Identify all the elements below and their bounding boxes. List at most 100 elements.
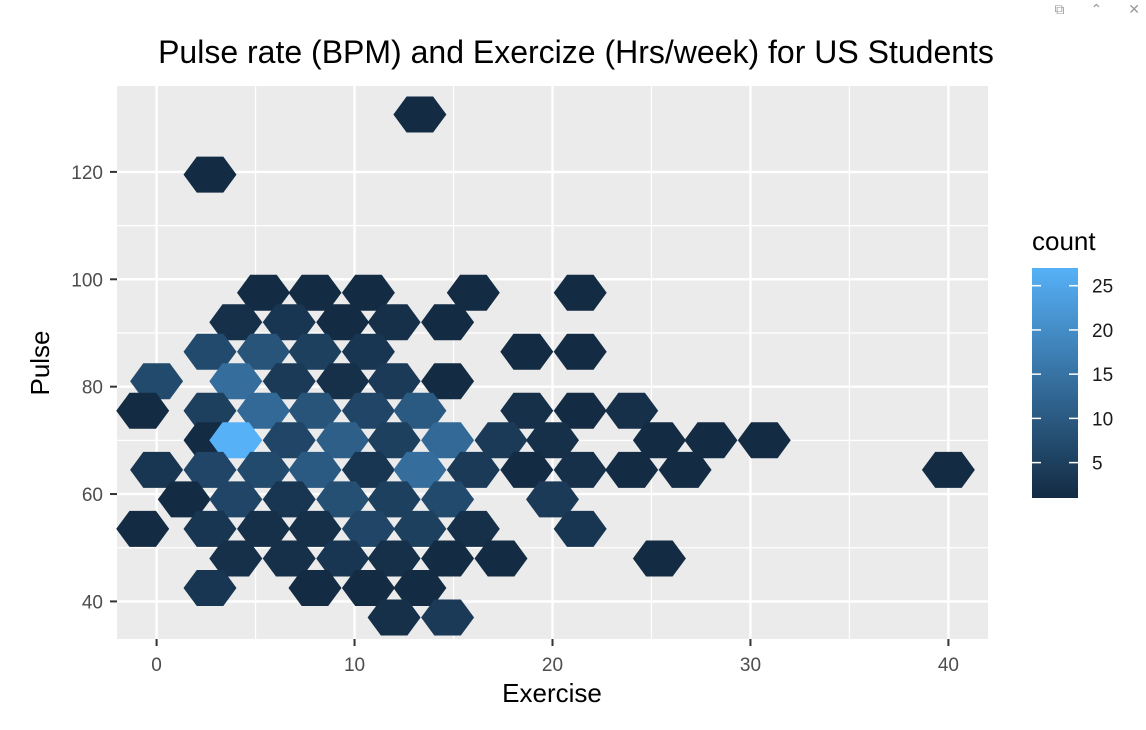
hex-bin [209, 422, 263, 459]
hex-bin [183, 333, 237, 370]
hex-bin [421, 363, 475, 400]
hex-bin [341, 333, 395, 370]
x-tick-label: 20 [542, 655, 563, 676]
hex-bin [183, 570, 237, 606]
hex-bin [632, 422, 686, 459]
hex-bin [183, 451, 237, 488]
hex-bin [316, 304, 370, 341]
hex-bin [237, 333, 290, 370]
hex-bin [421, 599, 475, 636]
legend-tick-label: 25 [1092, 277, 1113, 298]
hex-bin [209, 363, 263, 400]
hex-bin [209, 304, 263, 341]
collapse-icon[interactable]: ⌃ [1090, 1, 1103, 17]
hex-bin [288, 451, 342, 488]
hex-bin [237, 510, 290, 547]
hex-bin [288, 333, 342, 370]
hex-bin [316, 363, 370, 400]
hex-bin [526, 481, 579, 518]
hex-bin [183, 156, 237, 193]
hex-bin [341, 392, 395, 429]
hex-bin [367, 540, 421, 577]
hex-bin [421, 422, 475, 459]
hex-bin [367, 481, 421, 518]
hex-bin [316, 481, 370, 518]
hex-bin [605, 451, 659, 488]
hex-bin [605, 392, 659, 429]
hex-bin [288, 570, 342, 606]
hex-bin [421, 481, 475, 518]
hex-bin [393, 451, 447, 488]
hex-bin [500, 392, 554, 429]
hex-bin [632, 540, 686, 577]
y-tick-label: 40 [82, 592, 103, 613]
hex-bin [737, 422, 791, 459]
legend: count 5 10 15 20 25 [1032, 226, 1113, 498]
hex-bin [183, 510, 237, 547]
hex-bin [237, 392, 290, 429]
hex-bin [393, 570, 447, 606]
y-axis-label: Pulse [25, 330, 55, 395]
chart-title: Pulse rate (BPM) and Exercize (Hrs/week)… [158, 34, 994, 70]
hex-bin [209, 540, 263, 577]
hex-bin [130, 451, 184, 488]
x-tick-label: 10 [344, 655, 365, 676]
hex-bin [116, 510, 170, 547]
hex-bin [288, 510, 342, 547]
hex-bin [262, 363, 316, 400]
hex-bin [658, 451, 712, 488]
hex-bin [209, 481, 263, 518]
hex-bin [393, 96, 447, 133]
hex-bin [262, 481, 316, 518]
restore-icon[interactable]: ⧉ [1054, 1, 1065, 17]
legend-tick-label: 5 [1092, 454, 1103, 475]
hex-bin [367, 599, 421, 636]
hex-bins [116, 96, 975, 636]
hex-bin [183, 392, 237, 429]
y-tick-label: 120 [71, 163, 103, 184]
hex-bin [237, 451, 290, 488]
close-icon[interactable]: ✕ [1128, 1, 1140, 17]
hex-bin [288, 392, 342, 429]
hex-bin [393, 392, 447, 429]
hex-bin [316, 540, 370, 577]
y-tick-label: 80 [82, 378, 103, 399]
hex-bin [553, 510, 607, 547]
x-tick-label: 0 [151, 655, 162, 676]
hex-bin [341, 510, 395, 547]
x-tick-label: 30 [740, 655, 761, 676]
hex-bin [446, 274, 500, 311]
hex-bin [500, 451, 554, 488]
hex-bin [526, 422, 579, 459]
hex-bin [393, 510, 447, 547]
hex-bin [367, 363, 421, 400]
legend-title: count [1032, 226, 1096, 256]
hex-bin [237, 274, 290, 311]
legend-tick-label: 10 [1092, 409, 1113, 430]
legend-tick-label: 15 [1092, 365, 1113, 386]
hex-bin [262, 304, 316, 341]
x-axis-label: Exercise [502, 678, 602, 708]
legend-colorbar [1032, 268, 1078, 498]
hex-bin [130, 363, 184, 400]
hex-bin [553, 333, 607, 370]
hex-bin [316, 422, 370, 459]
hex-bin [921, 451, 975, 488]
hex-bin [367, 304, 421, 341]
hex-bin [341, 570, 395, 606]
y-tick-label: 60 [82, 485, 103, 506]
legend-tick-label: 20 [1092, 321, 1113, 342]
hex-bin [341, 451, 395, 488]
hex-bin [474, 540, 528, 577]
hex-bin [421, 304, 475, 341]
window-controls: ⧉ ⌃ ✕ [1055, 0, 1140, 18]
hex-bin [288, 274, 342, 311]
hex-bin [500, 333, 554, 370]
hex-bin [446, 510, 500, 547]
hex-bin [684, 422, 738, 459]
hex-bin [116, 392, 170, 429]
axes: 0 10 20 30 40 40 60 80 100 120 [71, 163, 959, 676]
hex-bin [157, 481, 211, 518]
hex-bin [341, 274, 395, 311]
